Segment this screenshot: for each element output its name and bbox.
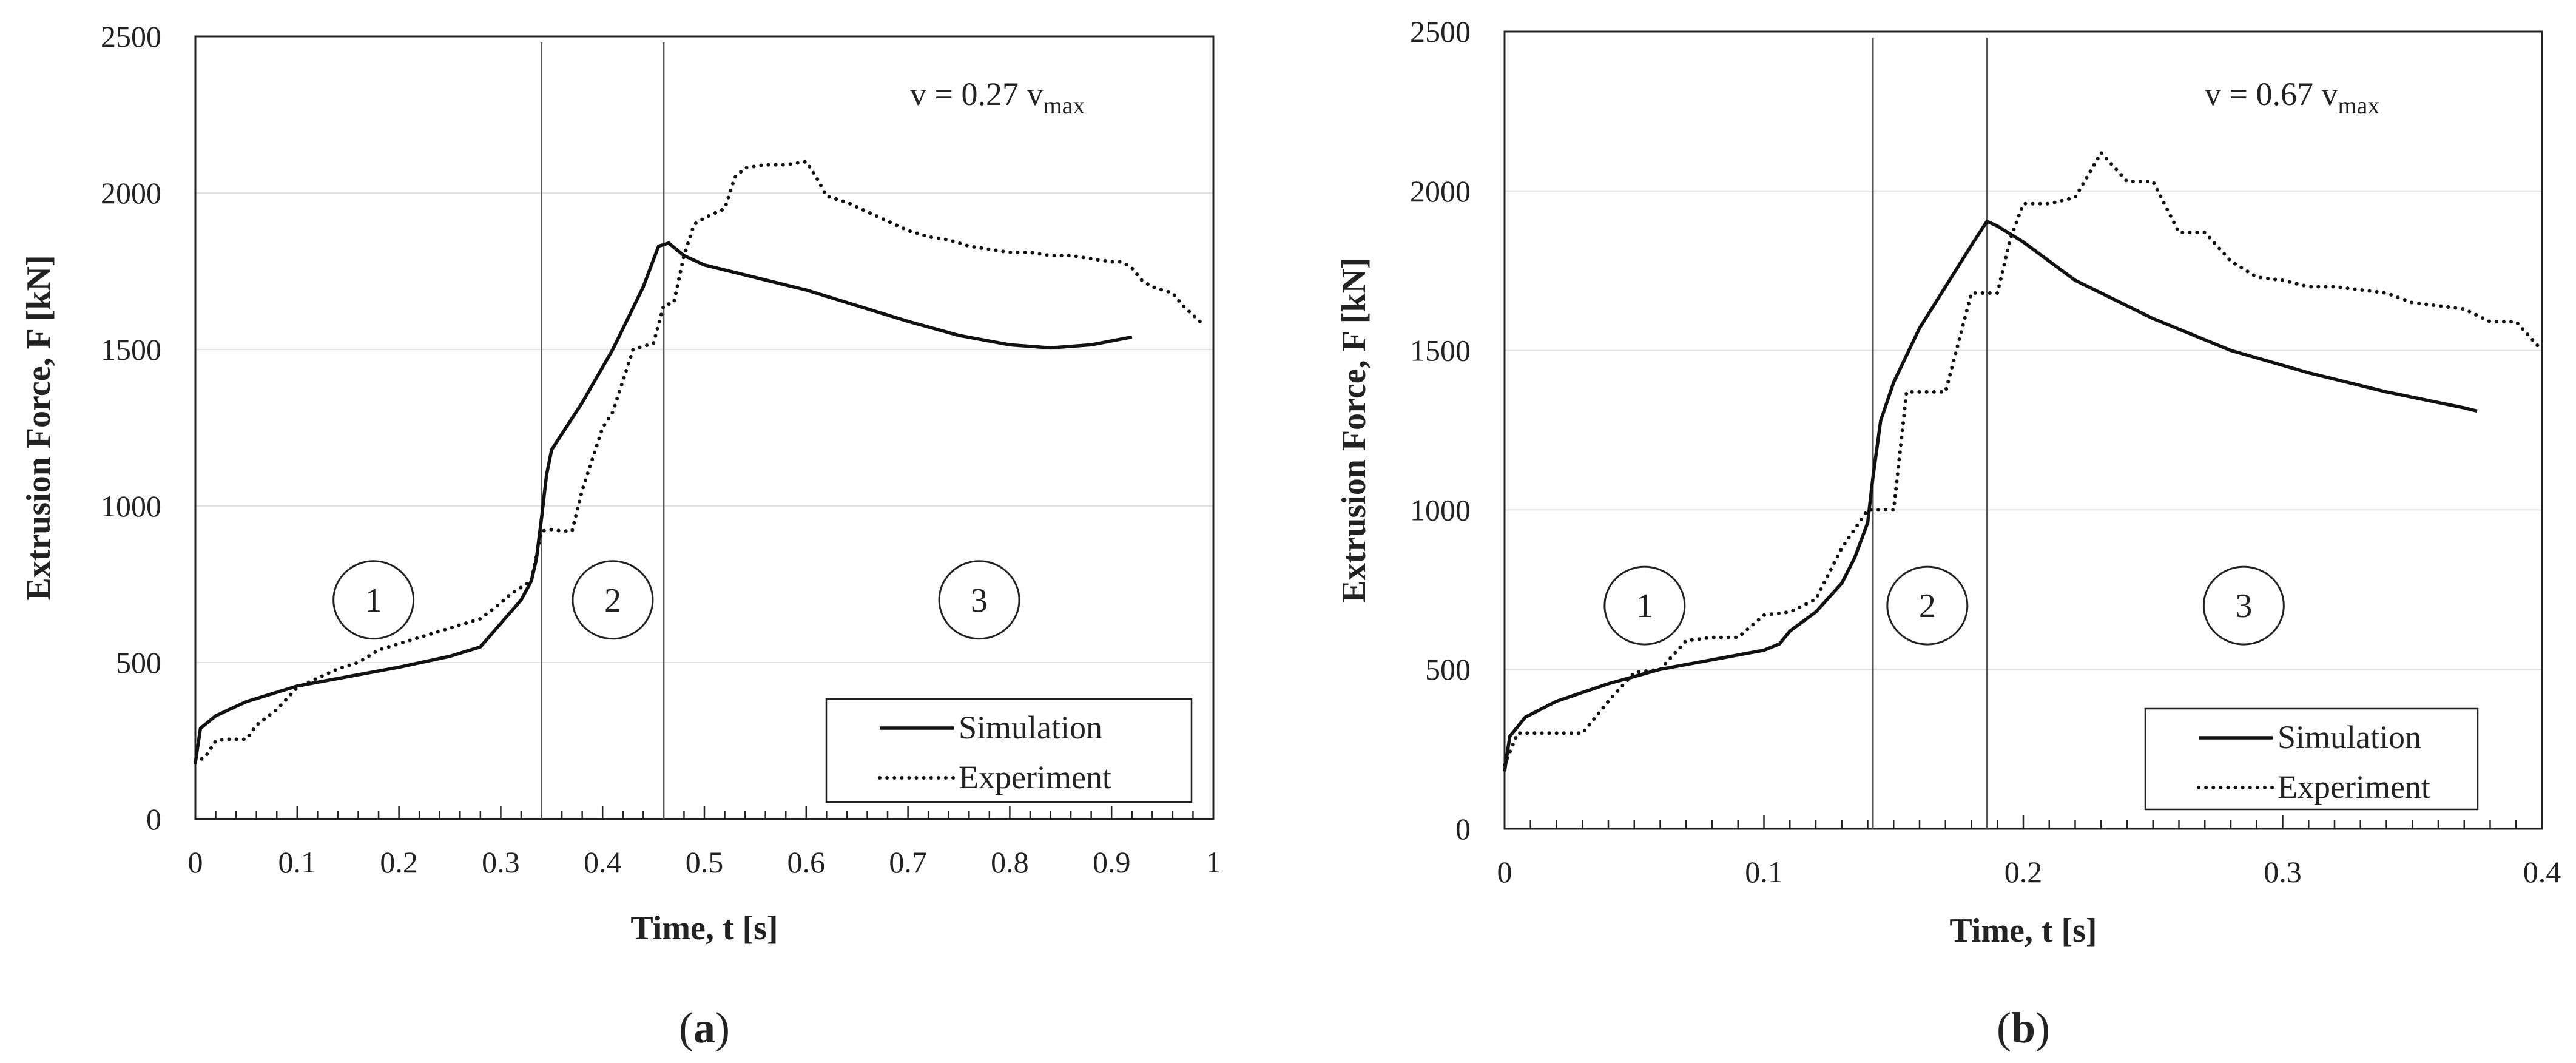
velocity-annotation: v = 0.67 vmax xyxy=(2205,76,2379,119)
region-marker-2: 2 xyxy=(572,560,654,640)
x-tick-label-4: 0.4 xyxy=(584,845,622,879)
y-tick-label-2: 1000 xyxy=(101,489,161,523)
y-tick-label-3: 1500 xyxy=(101,332,161,366)
x-tick-label-0: 0 xyxy=(1497,855,1512,889)
x-tick-label-2: 0.2 xyxy=(2004,855,2043,889)
panel-label-close: ) xyxy=(2035,1004,2050,1052)
y-tick-label-1: 500 xyxy=(1425,652,1471,686)
series-simulation-line xyxy=(194,241,1133,763)
panel-label-letter: a xyxy=(693,1004,715,1052)
x-tick-label-4: 0.4 xyxy=(2523,855,2561,889)
chart-panel-a: 0 0.1 0.2 0.3 0.4 0.5 0.6 0.7 0.8 0.9 1 0 500 1000 150… xyxy=(20,19,1221,1052)
legend-label-experiment: Experiment xyxy=(959,759,1111,795)
y-tick-label-0: 0 xyxy=(1455,812,1471,846)
panel-label-close: ) xyxy=(715,1004,730,1052)
y-tick-label-5: 2500 xyxy=(1410,15,1471,49)
y-axis-title: Extrusion Force, F [kN] xyxy=(20,255,58,600)
x-tick-label-6: 0.6 xyxy=(787,845,826,879)
region-label: 2 xyxy=(1919,587,1936,625)
region-circle xyxy=(938,560,1020,640)
x-axis-title: Time, t [s] xyxy=(630,909,778,947)
panel-label-open: ( xyxy=(1997,1004,2011,1052)
x-tick-label-0: 0 xyxy=(188,845,203,879)
region-label: 3 xyxy=(971,582,988,619)
region-label: 1 xyxy=(1636,587,1653,625)
x-axis-title: Time, t [s] xyxy=(1949,912,2097,950)
legend: Simulation Experiment xyxy=(2144,707,2479,811)
region-circle xyxy=(1603,565,1686,646)
velocity-annotation-subscript: max xyxy=(2338,92,2379,119)
region-marker-3: 3 xyxy=(2202,565,2285,646)
legend-label-simulation: Simulation xyxy=(2278,719,2421,755)
region-label: 2 xyxy=(604,582,621,619)
chart-panel-b: 0 0.1 0.2 0.3 0.4 0 500 1000 1500 2000 2500 Time, t… xyxy=(1335,15,2561,1052)
region-circle xyxy=(332,560,415,640)
panel-label: (a) xyxy=(679,1004,730,1052)
region-marker-2: 2 xyxy=(1886,565,1969,646)
x-tick-label-1: 0.1 xyxy=(278,845,317,879)
velocity-annotation-main: v = 0.27 v xyxy=(910,76,1043,112)
legend: Simulation Experiment xyxy=(825,698,1193,803)
legend-box xyxy=(2144,707,2479,811)
panel-label-letter: b xyxy=(2011,1004,2035,1052)
x-tick-label-3: 0.3 xyxy=(482,845,520,879)
y-tick-label-4: 2000 xyxy=(1410,174,1471,208)
region-marker-3: 3 xyxy=(938,560,1020,640)
x-tick-label-2: 0.2 xyxy=(380,845,418,879)
region-marker-1: 1 xyxy=(332,560,415,640)
series-simulation-line xyxy=(1503,219,2478,772)
y-tick-label-4: 2000 xyxy=(101,176,161,210)
legend-box xyxy=(825,698,1193,803)
region-circle xyxy=(1886,565,1969,646)
x-tick-label-3: 0.3 xyxy=(2264,855,2302,889)
y-tick-label-1: 500 xyxy=(116,646,161,680)
velocity-annotation-main: v = 0.67 v xyxy=(2205,76,2338,112)
x-tick-label-7: 0.7 xyxy=(889,845,927,879)
y-axis-title: Extrusion Force, F [kN] xyxy=(1335,257,1373,602)
series-experiment-line xyxy=(1503,150,2544,767)
y-tick-label-5: 2500 xyxy=(101,19,161,53)
x-tick-label-10: 1 xyxy=(1206,845,1221,879)
velocity-annotation-subscript: max xyxy=(1043,92,1085,119)
x-tick-label-1: 0.1 xyxy=(1745,855,1783,889)
panel-label: (b) xyxy=(1997,1004,2050,1052)
region-circle xyxy=(572,560,654,640)
y-tick-label-2: 1000 xyxy=(1410,493,1471,527)
series-experiment-line xyxy=(194,160,1205,765)
velocity-annotation: v = 0.27 vmax xyxy=(910,76,1085,119)
region-label: 3 xyxy=(2235,587,2252,625)
y-tick-label-0: 0 xyxy=(146,802,161,836)
legend-label-simulation: Simulation xyxy=(959,709,1102,746)
y-tick-label-3: 1500 xyxy=(1410,334,1471,368)
x-tick-label-8: 0.8 xyxy=(991,845,1029,879)
x-tick-label-9: 0.9 xyxy=(1093,845,1131,879)
x-tick-label-5: 0.5 xyxy=(686,845,724,879)
region-circle xyxy=(2202,565,2285,646)
region-marker-1: 1 xyxy=(1603,565,1686,646)
panel-label-open: ( xyxy=(679,1004,693,1052)
legend-label-experiment: Experiment xyxy=(2278,769,2430,805)
region-label: 1 xyxy=(365,582,382,619)
